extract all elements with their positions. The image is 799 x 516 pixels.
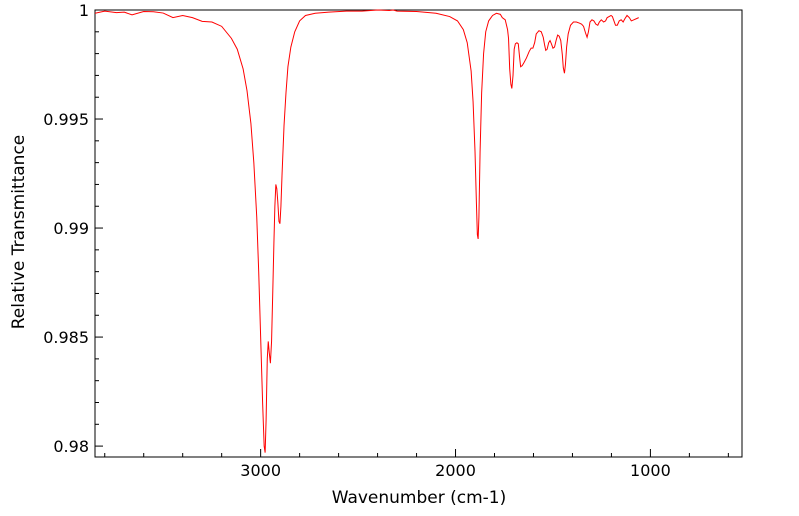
- y-tick-label: 0.985: [43, 328, 89, 347]
- y-axis-label: Relative Transmittance: [9, 135, 29, 330]
- y-tick-label: 0.99: [53, 219, 89, 238]
- tick-labels: 3000 2000 1000 0.98 0.985 0.99 0.995 1: [43, 1, 671, 480]
- x-axis-label: Wavenumber (cm-1): [332, 488, 507, 508]
- x-tick-label: 1000: [630, 461, 671, 480]
- x-tick-label: 3000: [240, 461, 281, 480]
- y-tick-label: 0.995: [43, 110, 89, 129]
- y-tick-label: 0.98: [53, 437, 89, 456]
- spectrum-line: [94, 9, 639, 453]
- x-tick-label: 2000: [435, 461, 476, 480]
- plot-frame: [94, 9, 743, 458]
- axes: [94, 9, 743, 458]
- tick-marks: [95, 9, 729, 457]
- series-group: [94, 9, 639, 453]
- y-tick-label: 1: [79, 1, 89, 20]
